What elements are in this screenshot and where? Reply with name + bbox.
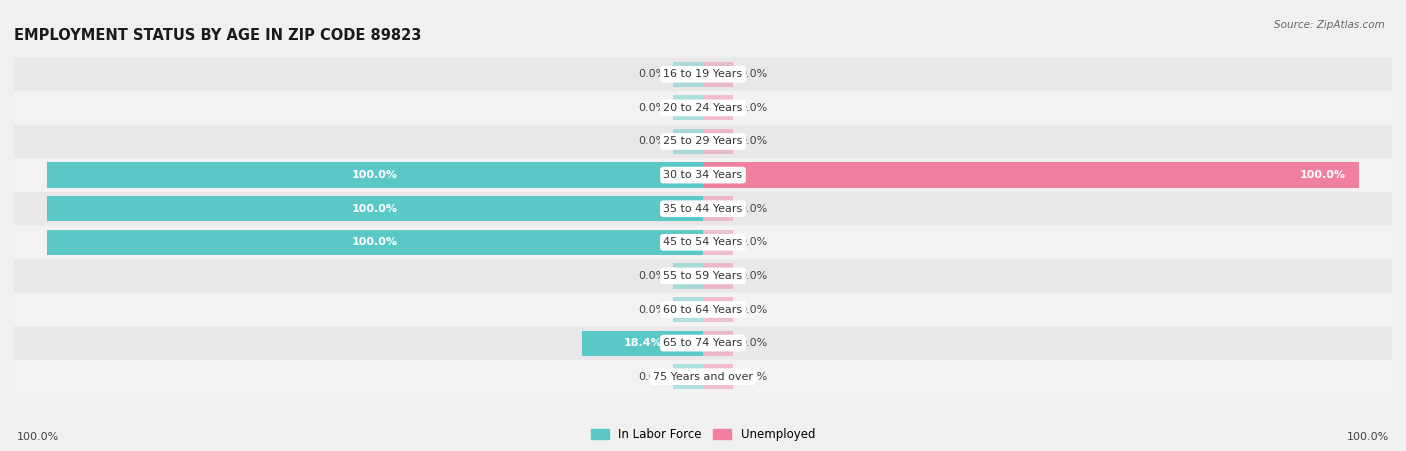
Text: 25 to 29 Years: 25 to 29 Years bbox=[664, 137, 742, 147]
Bar bbox=[673, 95, 703, 120]
Bar bbox=[673, 129, 703, 154]
Bar bbox=[703, 230, 733, 255]
Text: 75 Years and over: 75 Years and over bbox=[652, 372, 754, 382]
Text: 0.0%: 0.0% bbox=[740, 338, 768, 348]
Text: 0.0%: 0.0% bbox=[740, 304, 768, 314]
Text: 100.0%: 100.0% bbox=[352, 237, 398, 247]
Text: 30 to 34 Years: 30 to 34 Years bbox=[664, 170, 742, 180]
Text: 0.0%: 0.0% bbox=[740, 271, 768, 281]
Bar bbox=[673, 297, 703, 322]
FancyBboxPatch shape bbox=[14, 293, 1392, 326]
Bar bbox=[46, 196, 703, 221]
FancyBboxPatch shape bbox=[14, 226, 1392, 259]
Bar bbox=[673, 364, 703, 389]
Text: 65 to 74 Years: 65 to 74 Years bbox=[664, 338, 742, 348]
Bar bbox=[673, 62, 703, 87]
FancyBboxPatch shape bbox=[14, 158, 1392, 192]
Bar bbox=[703, 364, 733, 389]
Text: 0.0%: 0.0% bbox=[740, 372, 768, 382]
Bar bbox=[703, 62, 733, 87]
Bar bbox=[46, 162, 703, 188]
Bar bbox=[703, 263, 733, 289]
FancyBboxPatch shape bbox=[14, 259, 1392, 293]
Text: 45 to 54 Years: 45 to 54 Years bbox=[664, 237, 742, 247]
Bar bbox=[703, 95, 733, 120]
FancyBboxPatch shape bbox=[14, 91, 1392, 124]
FancyBboxPatch shape bbox=[14, 58, 1392, 91]
Text: 0.0%: 0.0% bbox=[740, 204, 768, 214]
Text: 100.0%: 100.0% bbox=[1347, 432, 1389, 442]
Text: 0.0%: 0.0% bbox=[740, 237, 768, 247]
Bar bbox=[703, 196, 733, 221]
FancyBboxPatch shape bbox=[14, 125, 1392, 158]
FancyBboxPatch shape bbox=[14, 192, 1392, 226]
Text: 100.0%: 100.0% bbox=[352, 204, 398, 214]
Text: 60 to 64 Years: 60 to 64 Years bbox=[664, 304, 742, 314]
Bar bbox=[703, 162, 1360, 188]
Text: EMPLOYMENT STATUS BY AGE IN ZIP CODE 89823: EMPLOYMENT STATUS BY AGE IN ZIP CODE 898… bbox=[14, 28, 422, 43]
Bar bbox=[703, 129, 733, 154]
FancyBboxPatch shape bbox=[14, 360, 1392, 393]
Text: 16 to 19 Years: 16 to 19 Years bbox=[664, 69, 742, 79]
Text: 55 to 59 Years: 55 to 59 Years bbox=[664, 271, 742, 281]
Text: 0.0%: 0.0% bbox=[740, 137, 768, 147]
Text: 0.0%: 0.0% bbox=[638, 137, 666, 147]
Text: 0.0%: 0.0% bbox=[638, 271, 666, 281]
Text: 20 to 24 Years: 20 to 24 Years bbox=[664, 103, 742, 113]
Text: 100.0%: 100.0% bbox=[17, 432, 59, 442]
Text: 100.0%: 100.0% bbox=[352, 170, 398, 180]
Text: 18.4%: 18.4% bbox=[623, 338, 662, 348]
Legend: In Labor Force, Unemployed: In Labor Force, Unemployed bbox=[586, 423, 820, 446]
Text: 0.0%: 0.0% bbox=[638, 69, 666, 79]
Text: Source: ZipAtlas.com: Source: ZipAtlas.com bbox=[1274, 20, 1385, 30]
Bar bbox=[673, 263, 703, 289]
Text: 0.0%: 0.0% bbox=[740, 103, 768, 113]
Bar bbox=[582, 331, 703, 356]
Bar bbox=[703, 331, 733, 356]
Text: 35 to 44 Years: 35 to 44 Years bbox=[664, 204, 742, 214]
Text: 0.0%: 0.0% bbox=[638, 304, 666, 314]
Text: 0.0%: 0.0% bbox=[740, 69, 768, 79]
FancyBboxPatch shape bbox=[14, 327, 1392, 360]
Bar bbox=[46, 230, 703, 255]
Bar bbox=[703, 297, 733, 322]
Text: 0.0%: 0.0% bbox=[638, 103, 666, 113]
Text: 100.0%: 100.0% bbox=[1301, 170, 1346, 180]
Text: 0.0%: 0.0% bbox=[638, 372, 666, 382]
